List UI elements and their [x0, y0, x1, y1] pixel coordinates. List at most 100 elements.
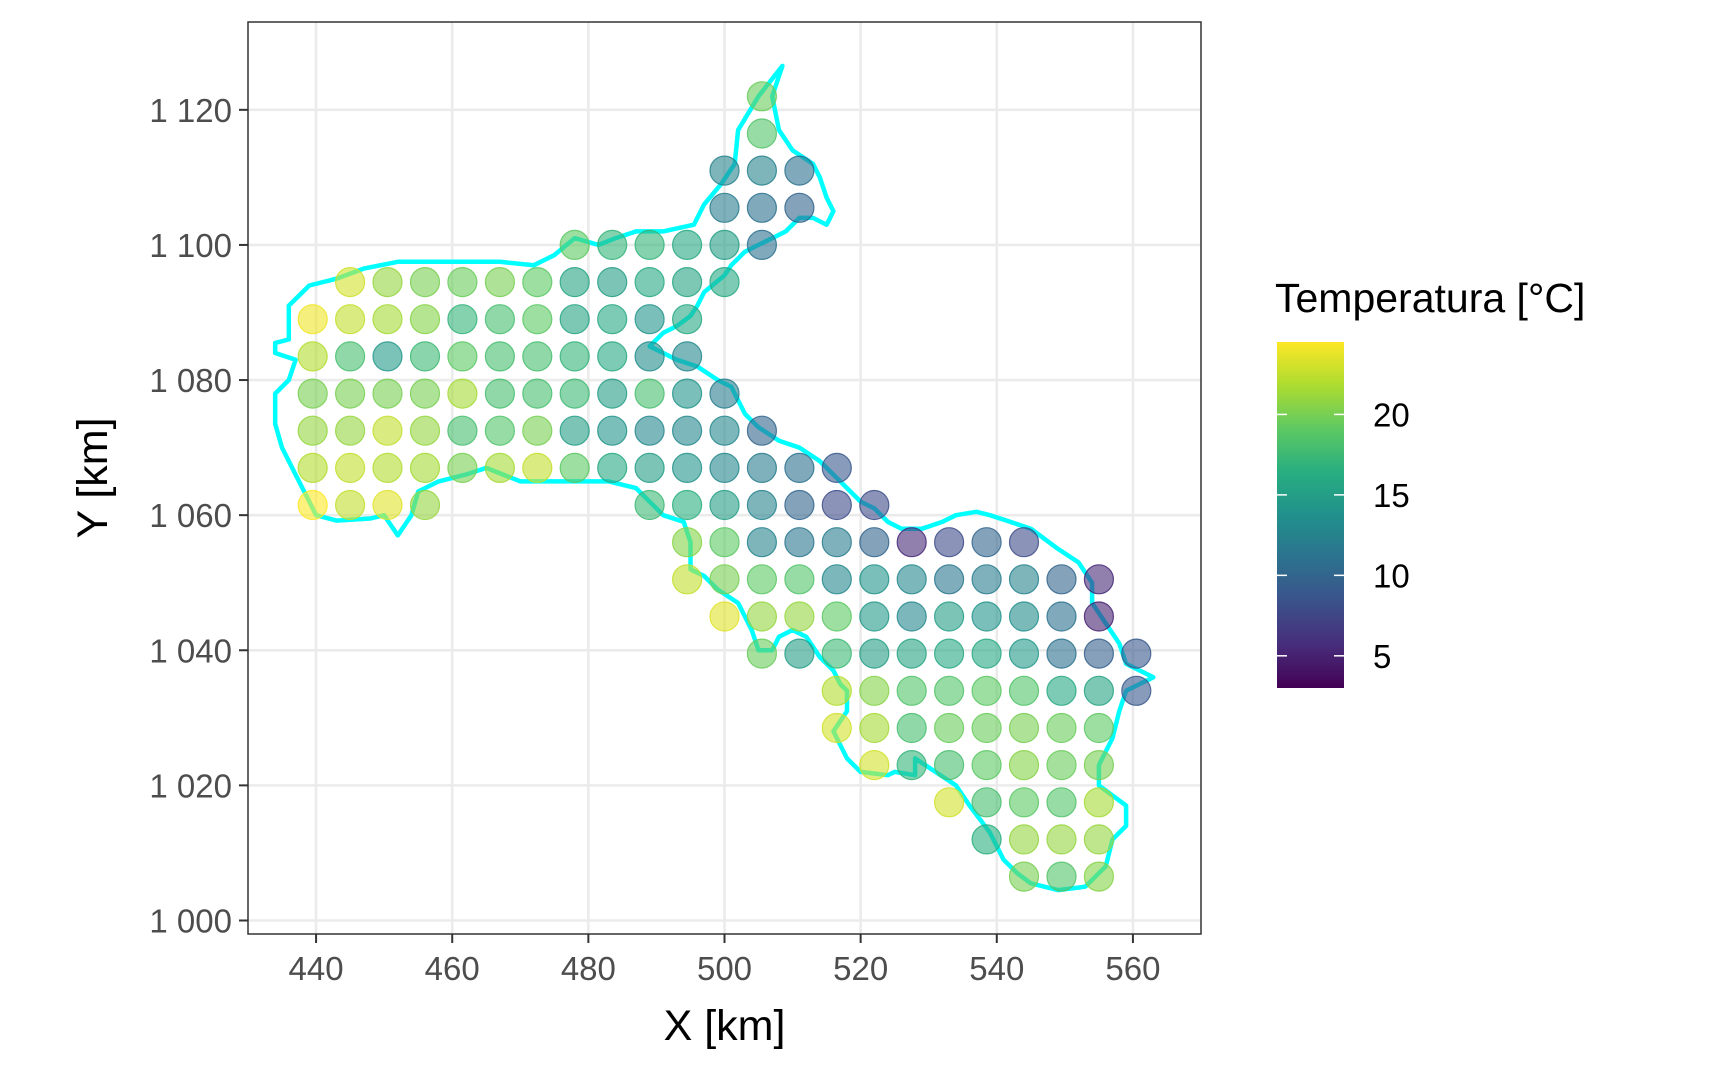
- data-point: [559, 341, 590, 372]
- data-point: [484, 378, 515, 409]
- data-point: [1083, 749, 1115, 781]
- data-point: [1083, 601, 1115, 632]
- x-tick-label: 520: [833, 950, 888, 987]
- y-tick-label: 1 080: [149, 362, 232, 399]
- y-tick-label: 1 000: [149, 902, 232, 939]
- data-point: [784, 638, 815, 669]
- data-point: [1083, 861, 1115, 892]
- data-point: [1046, 601, 1077, 632]
- x-tick-label: 460: [425, 950, 480, 987]
- data-point: [746, 489, 778, 521]
- data-point: [896, 601, 927, 632]
- y-tick-label: 1 020: [149, 767, 232, 804]
- data-point: [746, 229, 778, 260]
- data-point: [1008, 601, 1040, 632]
- data-point: [597, 341, 628, 372]
- data-point: [859, 564, 890, 595]
- data-point: [933, 675, 965, 706]
- data-point: [484, 267, 515, 298]
- data-point: [709, 601, 740, 632]
- data-point: [372, 452, 403, 483]
- data-point: [447, 304, 478, 335]
- data-point: [597, 304, 628, 335]
- data-point: [597, 452, 628, 483]
- data-point: [784, 489, 815, 521]
- data-point: [859, 638, 890, 669]
- data-point: [409, 489, 441, 521]
- data-point: [671, 489, 703, 521]
- legend-tick-label: 20: [1373, 396, 1410, 433]
- data-point: [297, 415, 328, 446]
- data-point: [297, 304, 328, 335]
- data-point: [1008, 749, 1040, 781]
- data-point: [1046, 638, 1077, 669]
- data-point: [1046, 824, 1077, 855]
- data-point: [409, 378, 441, 409]
- data-point: [447, 267, 478, 298]
- data-point: [896, 749, 927, 781]
- data-point: [821, 712, 852, 744]
- data-point: [522, 267, 553, 298]
- data-point: [784, 452, 815, 483]
- x-tick-label: 540: [969, 950, 1024, 987]
- data-point: [409, 415, 441, 446]
- data-point: [597, 267, 628, 298]
- data-point: [409, 267, 441, 298]
- data-point: [746, 452, 778, 483]
- data-point: [1008, 712, 1040, 744]
- data-point: [1008, 675, 1040, 706]
- data-point: [709, 527, 740, 558]
- data-point: [634, 304, 665, 335]
- data-point: [821, 527, 852, 558]
- data-point: [1008, 861, 1040, 892]
- data-point: [559, 378, 590, 409]
- data-point: [821, 675, 852, 706]
- data-point: [896, 527, 927, 558]
- data-point: [1083, 564, 1115, 595]
- data-point: [634, 489, 665, 521]
- data-point: [484, 341, 515, 372]
- data-point: [933, 527, 965, 558]
- data-point: [1121, 675, 1152, 706]
- data-point: [559, 304, 590, 335]
- data-point: [746, 155, 778, 186]
- data-point: [709, 267, 740, 298]
- data-point: [971, 601, 1002, 632]
- data-point: [1083, 675, 1115, 706]
- data-point: [1046, 564, 1077, 595]
- data-point: [597, 229, 628, 260]
- data-point: [859, 712, 890, 744]
- data-point: [896, 564, 927, 595]
- data-point: [896, 712, 927, 744]
- x-tick-label: 480: [561, 950, 616, 987]
- data-point: [859, 749, 890, 781]
- data-point: [896, 638, 927, 669]
- data-point: [933, 601, 965, 632]
- data-point: [634, 452, 665, 483]
- data-point: [746, 564, 778, 595]
- data-point: [522, 304, 553, 335]
- data-point: [746, 415, 778, 446]
- data-point: [859, 527, 890, 558]
- data-point: [634, 378, 665, 409]
- data-point: [971, 638, 1002, 669]
- data-point: [484, 452, 515, 483]
- data-point: [746, 527, 778, 558]
- data-point: [821, 452, 852, 483]
- data-point: [971, 824, 1002, 855]
- data-point: [559, 267, 590, 298]
- data-point: [559, 415, 590, 446]
- data-point: [484, 415, 515, 446]
- y-tick-label: 1 120: [149, 92, 232, 129]
- data-point: [335, 415, 366, 446]
- data-point: [297, 341, 328, 372]
- data-point: [784, 527, 815, 558]
- data-point: [784, 192, 815, 223]
- legend-title: Temperatura [°C]: [1275, 275, 1585, 321]
- data-point: [746, 192, 778, 223]
- data-point: [1121, 638, 1152, 669]
- y-tick-label: 1 060: [149, 497, 232, 534]
- data-point: [522, 378, 553, 409]
